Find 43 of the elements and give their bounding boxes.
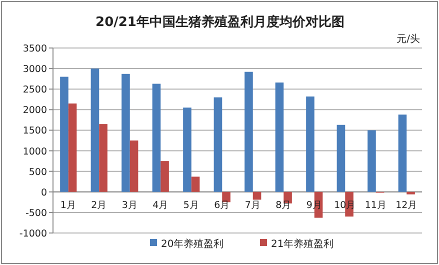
bar <box>60 76 68 192</box>
bar <box>368 130 376 192</box>
bar <box>183 108 192 192</box>
y-tick-label: -1000 <box>19 228 47 240</box>
bar <box>160 161 169 192</box>
bar <box>244 72 253 192</box>
legend-label: 20年养殖盈利 <box>161 238 224 250</box>
bar <box>68 104 77 192</box>
bar <box>222 192 230 202</box>
bar <box>130 140 138 192</box>
bar <box>252 192 262 200</box>
y-tick-label: 2500 <box>22 84 47 96</box>
x-tick-label: 11月 <box>364 200 387 211</box>
y-tick-label: 2000 <box>22 105 47 116</box>
y-tick-label: 3500 <box>22 44 47 54</box>
bar <box>398 114 407 192</box>
x-tick-label: 2月 <box>91 200 108 211</box>
x-tick-label: 3月 <box>122 200 138 211</box>
bar <box>336 124 346 192</box>
y-tick-label: 1500 <box>22 126 47 137</box>
x-tick-label: 7月 <box>244 200 261 211</box>
y-tick-label: 1000 <box>22 146 47 158</box>
y-axis-title: 元/头 <box>396 33 420 45</box>
y-tick-label: 3000 <box>22 64 47 76</box>
bar <box>191 176 200 192</box>
bar <box>122 74 130 192</box>
y-tick-label: -500 <box>25 208 47 219</box>
x-tick-label: 1月 <box>60 200 76 211</box>
legend-label: 21年养殖盈利 <box>271 238 334 250</box>
bar <box>306 96 314 192</box>
x-tick-label: 5月 <box>183 200 200 211</box>
x-tick-label: 4月 <box>152 200 169 211</box>
chart-title: 20/21年中国生猪养殖盈利月度均价对比图 <box>96 14 344 30</box>
bar <box>406 192 415 194</box>
y-tick-label: 0 <box>40 187 47 198</box>
x-tick-label: 6月 <box>214 200 230 211</box>
bar <box>90 68 100 192</box>
bar <box>99 124 108 192</box>
bar <box>275 82 284 192</box>
x-tick-label: 12月 <box>396 200 418 211</box>
y-tick-label: 500 <box>28 166 47 178</box>
bar <box>152 84 161 192</box>
bar <box>214 97 222 192</box>
